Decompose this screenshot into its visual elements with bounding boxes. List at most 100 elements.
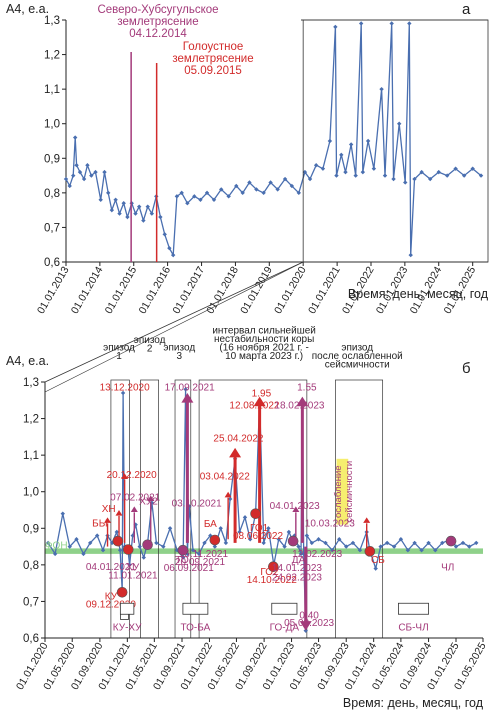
y-tick-label: 0,7 — [23, 596, 39, 608]
data-point — [289, 183, 295, 189]
event-label: Голоустное — [183, 41, 244, 53]
annotation-text: после ослабленной — [312, 350, 403, 362]
y-tick-label: 1,0 — [23, 487, 39, 499]
annotation-text: 3 — [177, 351, 183, 362]
data-point — [344, 544, 349, 549]
period-label: ГО-ДА — [270, 623, 300, 634]
data-point — [162, 232, 167, 237]
data-point — [334, 173, 339, 178]
data-point — [117, 548, 123, 553]
data-point — [350, 540, 356, 546]
event-label: 13.12.2020 — [100, 382, 150, 393]
panel-letter: а — [462, 1, 471, 18]
annotation-text: 10 марта 2023 г.) — [225, 351, 303, 362]
event-label: 17.09.2021 — [165, 382, 215, 393]
y-tick-label: 1,1 — [44, 84, 60, 96]
data-point — [170, 252, 176, 258]
annotation-text: 2 — [147, 343, 153, 354]
event-label: 04.01.2023 — [270, 501, 320, 512]
data-point — [185, 201, 190, 206]
data-point — [226, 194, 231, 199]
data-point — [286, 529, 292, 535]
data-point — [167, 245, 172, 251]
event-label: ХУ2 — [139, 497, 158, 508]
annotation-text: нестабильности коры — [214, 333, 314, 345]
data-point — [440, 540, 445, 546]
data-point — [121, 201, 126, 206]
data-point — [106, 190, 111, 196]
data-point — [313, 163, 319, 168]
event-label: 14.10.2022 — [247, 575, 297, 586]
data-point — [261, 190, 266, 196]
event-label: БА — [204, 519, 217, 530]
data-point — [327, 138, 333, 144]
data-point — [227, 496, 233, 502]
y-tick-label: 0,8 — [44, 188, 60, 200]
data-point — [149, 211, 155, 216]
data-point — [461, 173, 467, 178]
data-point — [183, 387, 188, 392]
data-point — [282, 544, 287, 549]
data-point — [67, 544, 72, 549]
data-point — [204, 190, 210, 196]
x-tick-label: 01.01.2019 — [238, 264, 275, 316]
period-box — [182, 602, 209, 615]
event-label: 1.95 — [252, 389, 272, 400]
event-label: ФОН — [45, 540, 68, 551]
data-point — [389, 21, 394, 26]
data-point — [161, 544, 166, 549]
data-point — [384, 540, 390, 546]
event-label: 1.55 — [297, 382, 317, 393]
data-point — [467, 544, 472, 549]
event-label: СБ — [371, 555, 385, 566]
data-point — [52, 551, 58, 557]
annotation-text: эпизод — [134, 335, 166, 346]
data-point — [391, 176, 396, 182]
x-tick-label: 01.01.2017 — [170, 264, 207, 316]
event-arrow-head — [296, 396, 309, 407]
data-point — [60, 511, 65, 516]
event-arrow-head — [181, 392, 194, 403]
data-point — [391, 544, 397, 549]
data-point — [453, 166, 458, 171]
data-point — [268, 180, 273, 185]
event-label: 18.02.2023 — [274, 401, 324, 412]
data-point — [234, 183, 239, 189]
y-tick-label: 0,8 — [23, 560, 39, 572]
data-point — [127, 562, 132, 568]
event-dot — [177, 544, 189, 556]
data-point — [167, 526, 173, 531]
event-dot — [112, 535, 124, 547]
panel-b: ослабление сейсмичности0,60,70,80,91,01,1… — [6, 326, 489, 710]
y-tick-label: 1,3 — [23, 377, 39, 389]
data-point — [275, 187, 280, 192]
data-point — [405, 548, 411, 553]
event-arrow-head — [147, 495, 155, 501]
data-point — [337, 537, 342, 542]
data-point — [74, 163, 79, 168]
event-dot — [445, 535, 457, 547]
zoom-connectors — [44, 19, 488, 393]
event-dot — [287, 535, 299, 547]
event-label: 12.02.2023 — [292, 549, 342, 560]
event-label: 05.09.2015 — [184, 65, 242, 77]
data-point — [320, 166, 326, 171]
event-label: ДА — [292, 555, 306, 566]
data-point — [419, 548, 424, 553]
period-box — [119, 602, 135, 615]
data-point — [174, 194, 180, 199]
period-label: ТО-БА — [180, 623, 210, 634]
event-label: ХУ — [126, 562, 140, 573]
panel-letter: б — [462, 360, 471, 377]
event-label: 03.10.2021 — [172, 499, 222, 510]
data-point — [158, 214, 163, 220]
event-label: ХН — [102, 504, 116, 515]
data-point — [408, 252, 413, 258]
annotation-text: (16 ноября 2021 г. - — [219, 342, 308, 354]
data-point — [120, 390, 126, 396]
event-dot — [209, 534, 221, 546]
event-label: 08.06.2022 — [233, 531, 283, 542]
data-point — [94, 533, 100, 538]
data-point — [141, 555, 146, 560]
event-label: 11.01.2021 — [108, 570, 158, 581]
